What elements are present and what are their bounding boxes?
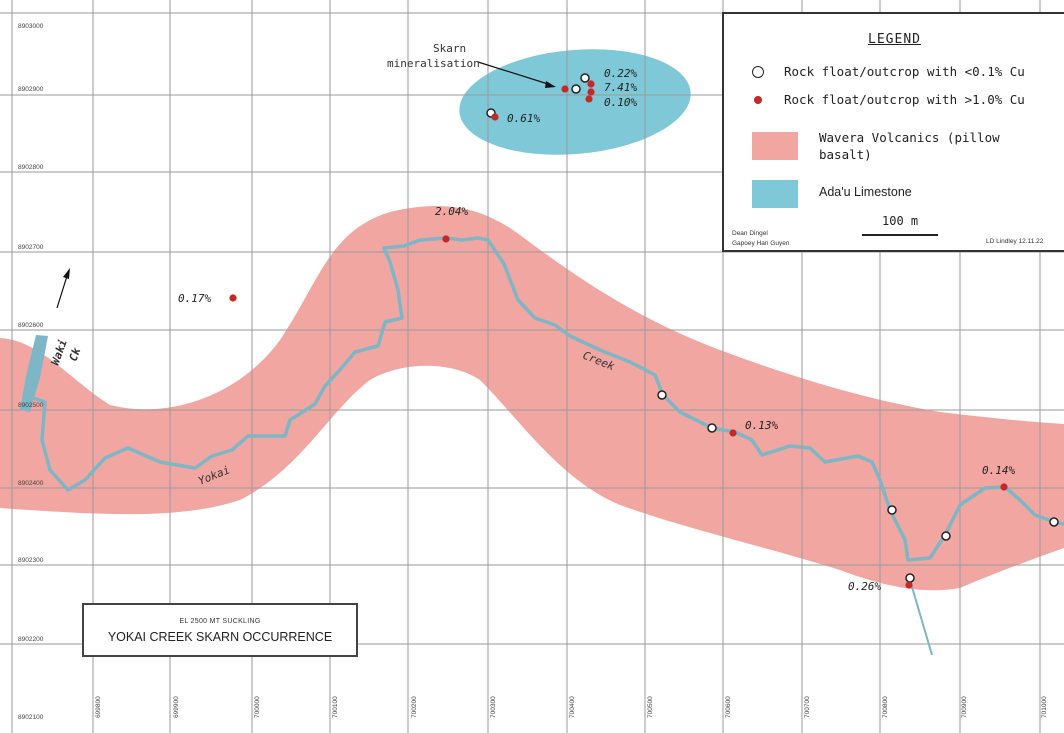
- northing-label: 8902900: [18, 86, 44, 93]
- assay-label: 0.14%: [982, 464, 1015, 477]
- waki-creek-label-2: Ck: [67, 346, 84, 363]
- skarn-label-line2: mineralisation: [387, 57, 480, 70]
- legend-row-low-cu: Rock float/outcrop with <0.1% Cu: [724, 64, 1025, 79]
- legend-row-high-cu: Rock float/outcrop with >1.0% Cu: [724, 92, 1025, 107]
- legend-low-cu-label: Rock float/outcrop with <0.1% Cu: [784, 64, 1025, 79]
- legend-panel: LEGEND Rock float/outcrop with <0.1% Cu …: [722, 12, 1064, 252]
- credit-left-1: Dean Dingel: [732, 230, 768, 237]
- easting-label: 700000: [254, 696, 261, 718]
- assay-label: 2.04%: [435, 205, 468, 218]
- assay-label: 0.17%: [178, 292, 211, 305]
- high-cu-sample-6: [442, 235, 450, 243]
- assay-label: 0.26%: [848, 580, 881, 593]
- easting-label: 699800: [95, 696, 102, 718]
- skarn-leader-arrow: [477, 61, 556, 88]
- legend-high-cu-label: Rock float/outcrop with >1.0% Cu: [784, 92, 1025, 107]
- high-cu-sample-10: [905, 581, 913, 589]
- easting-label: 701000: [1041, 696, 1048, 718]
- easting-label: 700300: [490, 696, 497, 718]
- northing-label: 8902600: [18, 322, 44, 329]
- skarn-label-line1: Skarn: [433, 42, 466, 55]
- northing-label: 8902200: [18, 636, 44, 643]
- legend-limestone-label: Ada'u Limestone: [819, 185, 912, 199]
- northing-label: 8903000: [18, 23, 44, 30]
- easting-label: 699900: [173, 696, 180, 718]
- low-cu-sample-2: [571, 84, 581, 94]
- northing-label: 8902800: [18, 164, 44, 171]
- legend-heading: LEGEND: [868, 32, 921, 47]
- low-cu-sample-5: [707, 423, 717, 433]
- north-arrow: [56, 268, 70, 309]
- adau-limestone-unit: [459, 49, 691, 155]
- yokai-creek-line: [23, 236, 1064, 562]
- assay-label: 0.22%: [604, 67, 637, 80]
- easting-label: 700100: [332, 696, 339, 718]
- waki-creek-line: [20, 335, 48, 412]
- assay-label: 0.61%: [507, 112, 540, 125]
- legend-volcanics-label: Wavera Volcanics (pillow basalt): [819, 130, 1000, 162]
- northing-label: 8902100: [18, 714, 44, 721]
- northing-labels: 8903000 8902900 8902800 8902700 8902600 89025…: [18, 23, 44, 721]
- credit-right: LD Lindley 12.11.22: [986, 238, 1044, 245]
- easting-label: 700500: [647, 696, 654, 718]
- assay-label: 7.41%: [604, 81, 637, 94]
- northing-label: 8902300: [18, 557, 44, 564]
- easting-label: 700800: [882, 696, 889, 718]
- assay-label: 0.10%: [604, 96, 637, 109]
- high-cu-sample-1: [561, 85, 569, 93]
- open-circle-icon: [752, 65, 764, 78]
- northing-label: 8902700: [18, 244, 44, 251]
- low-cu-sample-8: [905, 573, 915, 583]
- high-cu-samples: [229, 80, 1008, 589]
- low-cu-samples: [486, 73, 1059, 583]
- high-cu-sample-2: [587, 80, 595, 88]
- high-cu-sample-4: [585, 95, 593, 103]
- easting-label: 700900: [961, 696, 968, 718]
- northing-label: 8902400: [18, 480, 44, 487]
- easting-label: 700400: [569, 696, 576, 718]
- waki-creek-label-1: Waki: [49, 338, 70, 367]
- credit-left-2: Gapoey Han Guyen: [732, 240, 790, 247]
- high-cu-sample-5: [491, 113, 499, 121]
- easting-labels: 699800 699900 700000 700100 700200 700300 7004…: [95, 696, 1048, 718]
- low-cu-sample-4: [657, 390, 667, 400]
- low-cu-sample-1: [580, 73, 590, 83]
- easting-label: 700700: [804, 696, 811, 718]
- scale-label: 100 m: [882, 214, 919, 228]
- limestone-swatch: [752, 180, 798, 208]
- scale-bar: [862, 234, 938, 236]
- assay-label: 0.13%: [745, 419, 778, 432]
- high-cu-sample-8: [729, 429, 737, 437]
- red-dot-icon: [754, 95, 762, 104]
- tributary-line: [909, 579, 933, 656]
- low-cu-sample-6: [887, 505, 897, 515]
- wavera-volcanics-unit: [0, 205, 1064, 591]
- high-cu-sample-7: [229, 294, 237, 302]
- northing-label: 8902500: [18, 402, 44, 409]
- high-cu-sample-9: [1000, 483, 1008, 491]
- easting-label: 700200: [411, 696, 418, 718]
- title-block: EL 2500 MT SUCKLING YOKAI CREEK SKARN OC…: [82, 603, 358, 657]
- volcanics-swatch: [752, 132, 798, 160]
- title-subtitle: EL 2500 MT SUCKLING: [179, 618, 261, 625]
- easting-label: 700600: [725, 696, 732, 718]
- title-main: YOKAI CREEK SKARN OCCURRENCE: [107, 630, 333, 644]
- low-cu-sample-7: [941, 531, 951, 541]
- low-cu-sample-9: [1049, 517, 1059, 527]
- high-cu-sample-3: [587, 88, 595, 96]
